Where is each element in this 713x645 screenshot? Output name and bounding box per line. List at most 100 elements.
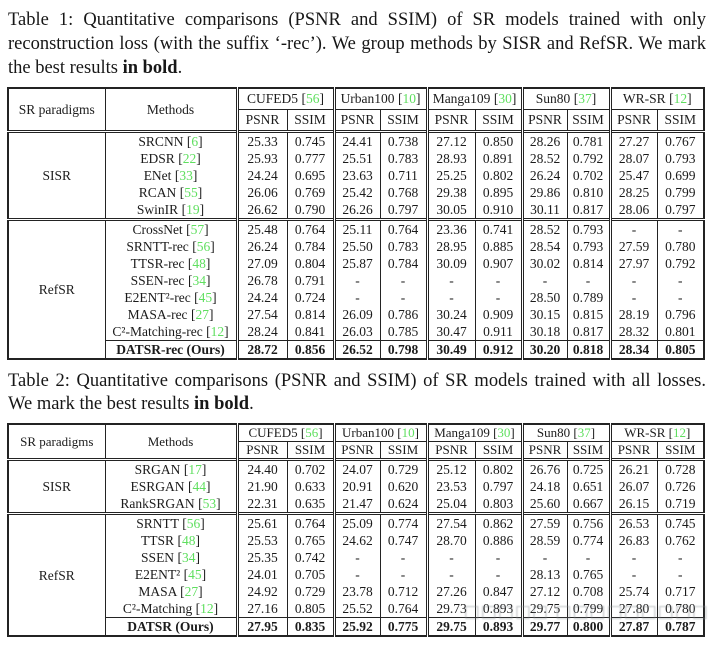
psnr-value: 27.26 bbox=[425, 583, 475, 600]
method-name: CUFED5 bbox=[248, 425, 298, 440]
psnr-value: 25.60 bbox=[520, 495, 567, 514]
method-name-cell: DATSR-rec (Ours) bbox=[104, 340, 237, 359]
citation-number: 27 bbox=[195, 307, 209, 322]
ssim-value: 0.793 bbox=[566, 218, 610, 238]
method-name: Manga109 bbox=[434, 425, 490, 440]
ssim-value: 0.814 bbox=[566, 255, 610, 272]
table-row: RCAN [55] 26.06 0.769 25.42 0.768 29.38 0.895 2… bbox=[8, 184, 704, 201]
metric-header: SSIM bbox=[656, 441, 704, 460]
ssim-value: 0.780 bbox=[656, 238, 704, 255]
psnr-value: 25.33 bbox=[235, 130, 287, 150]
psnr-value: 26.15 bbox=[608, 495, 657, 514]
ssim-value: 0.786 bbox=[379, 306, 427, 323]
ssim-value: 0.907 bbox=[474, 255, 522, 272]
ssim-value: 0.792 bbox=[566, 150, 610, 167]
citation-number: 33 bbox=[179, 168, 193, 183]
method-name: CrossNet bbox=[132, 222, 183, 237]
psnr-value: 28.07 bbox=[608, 150, 657, 167]
psnr-value: 25.04 bbox=[425, 495, 475, 514]
psnr-value: 28.52 bbox=[520, 218, 567, 238]
ssim-value: 0.724 bbox=[286, 289, 334, 306]
ssim-value: 0.895 bbox=[474, 184, 522, 201]
ssim-value: 0.792 bbox=[656, 255, 704, 272]
table-row: RefSR SRNTT [56] 25.61 0.764 25.09 0.774 27.54… bbox=[8, 512, 704, 636]
psnr-value: 28.24 bbox=[235, 323, 287, 341]
method-name: E2ENT²-rec bbox=[124, 290, 191, 305]
ssim-value: 0.856 bbox=[286, 340, 334, 359]
method-name: SRNTT bbox=[136, 516, 179, 531]
metric-header: SSIM bbox=[566, 109, 610, 132]
ssim-value: 0.764 bbox=[286, 218, 334, 238]
table-row: RefSR CrossNet [57] 25.48 0.764 25.11 0.764 23… bbox=[8, 218, 704, 359]
method-name: EDSR bbox=[140, 151, 175, 166]
psnr-value: 27.97 bbox=[608, 255, 657, 272]
ssim-value: 0.800 bbox=[566, 617, 610, 636]
table-1-caption: Table 1: Quantitative comparisons (PSNR … bbox=[8, 8, 706, 80]
ssim-value: 0.633 bbox=[286, 478, 334, 495]
psnr-value: 25.87 bbox=[332, 255, 380, 272]
method-name: WR-SR bbox=[622, 91, 666, 106]
ssim-value: 0.799 bbox=[656, 184, 704, 201]
method-name: Sun80 bbox=[536, 425, 571, 440]
ssim-value: 0.702 bbox=[286, 458, 334, 478]
citation-number: 56 bbox=[186, 516, 201, 531]
psnr-value: 30.15 bbox=[520, 306, 567, 323]
citation-number: 56 bbox=[305, 425, 319, 440]
ssim-value: 0.818 bbox=[566, 340, 610, 359]
psnr-value: 27.09 bbox=[235, 255, 287, 272]
method-name-cell: SwinIR [19] bbox=[104, 201, 237, 220]
ssim-value: 0.798 bbox=[379, 340, 427, 359]
psnr-value: 26.62 bbox=[235, 201, 287, 220]
psnr-value: 24.18 bbox=[520, 478, 567, 495]
citation-number: 6 bbox=[191, 134, 199, 149]
ssim-value: 0.725 bbox=[566, 458, 610, 478]
citation-number: 30 bbox=[498, 91, 512, 106]
ssim-value: 0.717 bbox=[656, 583, 704, 600]
missing-value: - bbox=[608, 218, 657, 238]
ssim-value: 0.762 bbox=[656, 532, 704, 549]
citation-number: 10 bbox=[402, 91, 416, 106]
psnr-value: 29.77 bbox=[520, 617, 567, 636]
citation-number: 30 bbox=[497, 425, 511, 440]
psnr-value: 28.34 bbox=[608, 340, 657, 359]
missing-value: - bbox=[425, 272, 475, 289]
dataset-header: WR-SR [12] bbox=[608, 424, 704, 442]
metric-header: SSIM bbox=[379, 109, 427, 132]
psnr-value: 28.25 bbox=[608, 184, 657, 201]
method-name-cell: E2ENT² [45] bbox=[104, 566, 237, 583]
missing-value: - bbox=[379, 566, 427, 583]
ssim-value: 0.699 bbox=[656, 167, 704, 184]
ssim-value: 0.774 bbox=[379, 512, 427, 532]
psnr-value: 28.13 bbox=[520, 566, 567, 583]
psnr-value: 28.95 bbox=[425, 238, 475, 255]
psnr-value: 26.24 bbox=[520, 167, 567, 184]
dataset-header: WR-SR [12] bbox=[608, 88, 704, 110]
ssim-value: 0.912 bbox=[474, 340, 522, 359]
ssim-value: 0.781 bbox=[566, 130, 610, 150]
ours-row: DATSR (Ours) 27.95 0.835 25.92 0.775 29.75 0.8… bbox=[8, 617, 704, 636]
missing-value: - bbox=[474, 566, 522, 583]
method-name: C²-Matching bbox=[122, 601, 193, 616]
corner-header: Methods bbox=[104, 424, 237, 460]
ssim-value: 0.742 bbox=[286, 549, 334, 566]
citation-number: 45 bbox=[198, 290, 213, 305]
ssim-value: 0.711 bbox=[379, 167, 427, 184]
psnr-value: 20.91 bbox=[332, 478, 380, 495]
psnr-value: 27.87 bbox=[608, 617, 657, 636]
ssim-value: 0.804 bbox=[286, 255, 334, 272]
psnr-value: 24.40 bbox=[235, 458, 287, 478]
ssim-value: 0.767 bbox=[656, 130, 704, 150]
ssim-value: 0.797 bbox=[656, 201, 704, 220]
metric-header: PSNR bbox=[332, 441, 380, 460]
method-name-cell: SRGAN [17] bbox=[104, 458, 237, 478]
ssim-value: 0.789 bbox=[566, 289, 610, 306]
missing-value: - bbox=[425, 289, 475, 306]
missing-value: - bbox=[332, 566, 380, 583]
corner-header: Methods bbox=[104, 88, 237, 132]
psnr-value: 25.42 bbox=[332, 184, 380, 201]
dataset-header: CUFED5 [56] bbox=[235, 424, 334, 442]
ssim-value: 0.796 bbox=[656, 306, 704, 323]
ssim-value: 0.775 bbox=[379, 617, 427, 636]
ssim-value: 0.835 bbox=[286, 617, 334, 636]
ssim-value: 0.774 bbox=[566, 532, 610, 549]
